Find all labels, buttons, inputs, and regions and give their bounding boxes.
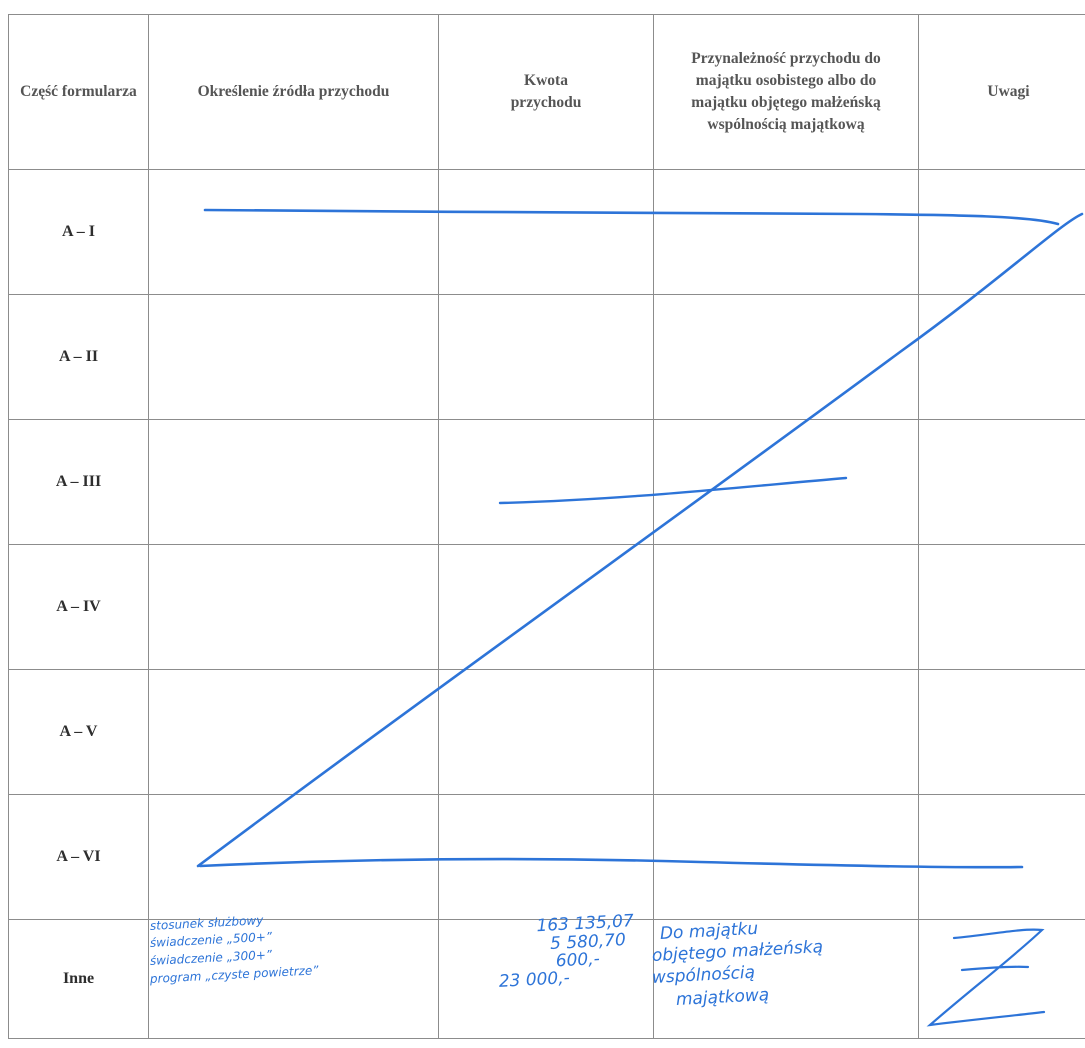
row-label-a4: A – IV	[8, 544, 149, 670]
cell-property	[653, 294, 919, 420]
cell-amount	[438, 794, 654, 920]
header-property-assignment: Przynależność przychodu do majątku osobi…	[653, 14, 919, 170]
cell-remarks	[918, 669, 1085, 795]
cell-property	[653, 419, 919, 545]
cell-amount	[438, 919, 654, 1039]
cell-amount	[438, 169, 654, 295]
cell-amount	[438, 294, 654, 420]
row-label-a5: A – V	[8, 669, 149, 795]
cell-source	[148, 669, 439, 795]
handwritten-property-4: majątkową	[675, 985, 770, 1010]
cell-source	[148, 169, 439, 295]
cell-property	[653, 169, 919, 295]
header-income-source: Określenie źródła przychodu	[148, 14, 439, 170]
header-form-part: Część formularza	[8, 14, 149, 170]
table-row: A – IV	[8, 544, 1085, 670]
cell-remarks	[918, 794, 1085, 920]
cell-remarks	[918, 544, 1085, 670]
cell-remarks	[918, 169, 1085, 295]
cell-source	[148, 544, 439, 670]
cell-remarks	[918, 919, 1085, 1039]
cell-source	[148, 794, 439, 920]
table-row: A – V	[8, 669, 1085, 795]
cell-source	[148, 294, 439, 420]
cell-amount	[438, 544, 654, 670]
cell-property	[653, 544, 919, 670]
cell-property	[653, 919, 919, 1039]
cell-source	[148, 919, 439, 1039]
table-row: A – II	[8, 294, 1085, 420]
cell-amount	[438, 419, 654, 545]
income-table: Część formularza Określenie źródła przyc…	[8, 14, 1085, 1039]
cell-remarks	[918, 294, 1085, 420]
cell-remarks	[918, 419, 1085, 545]
cell-amount	[438, 669, 654, 795]
header-row: Część formularza Określenie źródła przyc…	[8, 14, 1085, 170]
cell-property	[653, 669, 919, 795]
header-income-amount: Kwota przychodu	[438, 14, 654, 170]
row-label-a1: A – I	[8, 169, 149, 295]
table-row: A – I	[8, 169, 1085, 295]
cell-property	[653, 794, 919, 920]
table-row: A – VI	[8, 794, 1085, 920]
header-remarks: Uwagi	[918, 14, 1085, 170]
row-label-a6: A – VI	[8, 794, 149, 920]
row-label-a3: A – III	[8, 419, 149, 545]
row-label-a2: A – II	[8, 294, 149, 420]
cell-source	[148, 419, 439, 545]
table-row: A – III	[8, 419, 1085, 545]
row-label-other: Inne	[8, 919, 149, 1039]
